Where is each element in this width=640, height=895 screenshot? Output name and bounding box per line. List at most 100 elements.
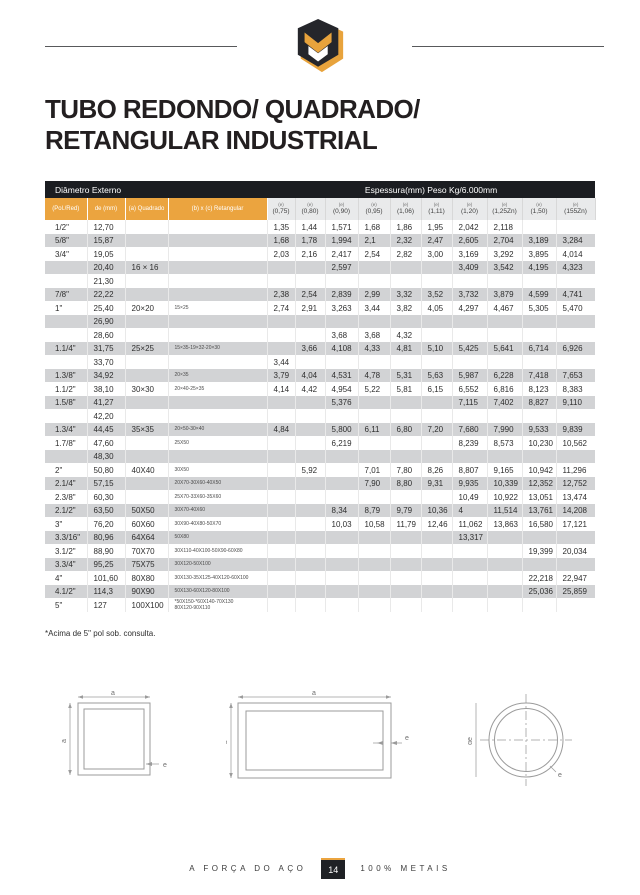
weight-cell [421, 274, 453, 288]
table-row: 7/8" 22,22 2,38 2,54 2,839 2,99 3,32 3,52 3,732 3… [45, 287, 596, 302]
weight-cell [522, 355, 557, 369]
weight-cell [267, 490, 296, 504]
retangular-cell: 25X50 [168, 436, 268, 450]
pol-cell: 3" [45, 517, 88, 531]
weight-cell: 8,383 [562, 384, 583, 394]
weight-cell: 11,296 [562, 465, 587, 475]
weight-cell: 2,82 [390, 247, 422, 261]
weight-cell: 6,219 [325, 436, 359, 450]
weight-cell [295, 584, 326, 599]
column-header: (Pol./Red) [45, 198, 88, 221]
pol-cell: 3.3/4" [45, 557, 88, 572]
weight-cell: 19,399 [522, 544, 557, 558]
weight-cell [325, 314, 359, 329]
weight-cell: 5,425 [452, 341, 488, 356]
quadrado-cell: 60X60 [125, 517, 169, 531]
pol-cell: 1.1/4" [45, 341, 88, 356]
weight-cell: 5,800 [325, 422, 359, 437]
weight-cell: 22,947 [562, 573, 587, 583]
mm-cell: 38,10 [87, 382, 126, 396]
weight-cell: 7,80 [390, 463, 422, 477]
weight-cell [267, 598, 296, 612]
pol-cell: 2.3/8" [45, 490, 88, 504]
weight-cell [452, 557, 488, 572]
retangular-cell [168, 247, 268, 261]
weight-cell [295, 476, 326, 491]
weight-cell: 4,32 [390, 328, 422, 342]
weight-cell [295, 571, 326, 585]
weight-cell: 2,605 [452, 233, 488, 248]
page-title: TUBO REDONDO/ QUADRADO/ RETANGULAR INDUS… [45, 94, 595, 155]
weight-cell [295, 449, 326, 464]
retangular-cell [168, 355, 268, 369]
weight-cell [295, 355, 326, 369]
weight-cell [358, 557, 391, 572]
table-row: 2.1/4" 57,15 20X70-30X60-40X50 7,90 8,80 9,31… [45, 476, 596, 491]
weight-cell [556, 315, 595, 329]
thickness-unit-label: (e) [402, 202, 409, 208]
column-header: de (mm) [87, 198, 126, 221]
weight-cell [358, 355, 391, 369]
mm-cell: 50,80 [87, 463, 126, 477]
weight-cell: 2,704 [487, 233, 523, 248]
weight-cell: 10,49 [452, 490, 488, 504]
quadrado-cell [125, 355, 169, 369]
weight-cell: 13,051 [522, 490, 557, 504]
thickness-column-header: (e) (0,80) [295, 198, 326, 221]
pol-cell: 5" [45, 598, 88, 612]
footnote: *Acima de 5" pol sob. consulta. [45, 628, 156, 638]
weight-cell: 4,84 [267, 422, 296, 437]
weight-cell: 9,935 [452, 476, 488, 491]
weight-cell [390, 449, 422, 464]
weight-cell [390, 557, 422, 572]
weight-cell [295, 530, 326, 545]
weight-cell: 6,552 [452, 382, 488, 396]
weight-cell [390, 530, 422, 545]
weight-cell [452, 544, 488, 558]
weight-cell [487, 598, 523, 612]
weight-cell: 25,036 [522, 584, 557, 599]
quadrado-cell: 30×30 [125, 382, 169, 396]
weight-cell: 3,32 [390, 287, 422, 302]
weight-cell [295, 490, 326, 504]
weight-cell [267, 530, 296, 545]
retangular-cell: 30X90-40X80-50X70 [168, 517, 268, 531]
weight-cell [390, 314, 422, 329]
weight-cell: 5,987 [452, 368, 488, 383]
pol-cell [45, 449, 88, 464]
weight-cell: 4,195 [522, 260, 557, 275]
weight-cell: 4,297 [452, 301, 488, 315]
quadrado-cell: 50X50 [125, 503, 169, 518]
weight-cell: 2,118 [487, 220, 523, 234]
mm-cell: 42,20 [87, 409, 126, 423]
weight-cell [267, 557, 296, 572]
weight-cell [358, 436, 391, 450]
weight-cell: 10,942 [522, 463, 557, 477]
retangular-cell: 15×35-19×32-20×30 [168, 341, 268, 356]
weight-cell: 12,752 [562, 479, 587, 489]
table-row: 33,70 3,44 [45, 355, 595, 369]
rectangular-tube-diagram-icon: a b e [226, 690, 409, 779]
weight-cell [522, 530, 557, 545]
weight-cell: 2,74 [267, 301, 296, 315]
weight-cell [556, 409, 595, 423]
mm-cell: 127 [87, 598, 126, 612]
weight-cell: 3,00 [421, 247, 453, 261]
weight-cell [522, 314, 557, 329]
weight-cell: 3,82 [390, 301, 422, 315]
thickness-column-header: (e) (1,11) [421, 198, 453, 221]
pol-cell: 2.1/2" [45, 503, 88, 518]
weight-cell [522, 449, 557, 464]
weight-cell [556, 274, 595, 288]
mm-cell: 76,20 [87, 517, 126, 531]
weight-cell [421, 395, 453, 410]
table-row: 2" 50,80 40X40 30X50 5,92 7,01 7,80 8,26 8,807 9,… [45, 463, 595, 477]
mm-cell: 41,27 [87, 395, 126, 410]
weight-cell [295, 274, 326, 288]
weight-cell: 2,03 [267, 247, 296, 261]
weight-cell: 3,409 [452, 260, 488, 275]
table-row: 48,30 [45, 449, 596, 464]
weight-cell [267, 517, 296, 531]
weight-cell: 10,36 [421, 503, 453, 518]
weight-cell [452, 571, 488, 585]
